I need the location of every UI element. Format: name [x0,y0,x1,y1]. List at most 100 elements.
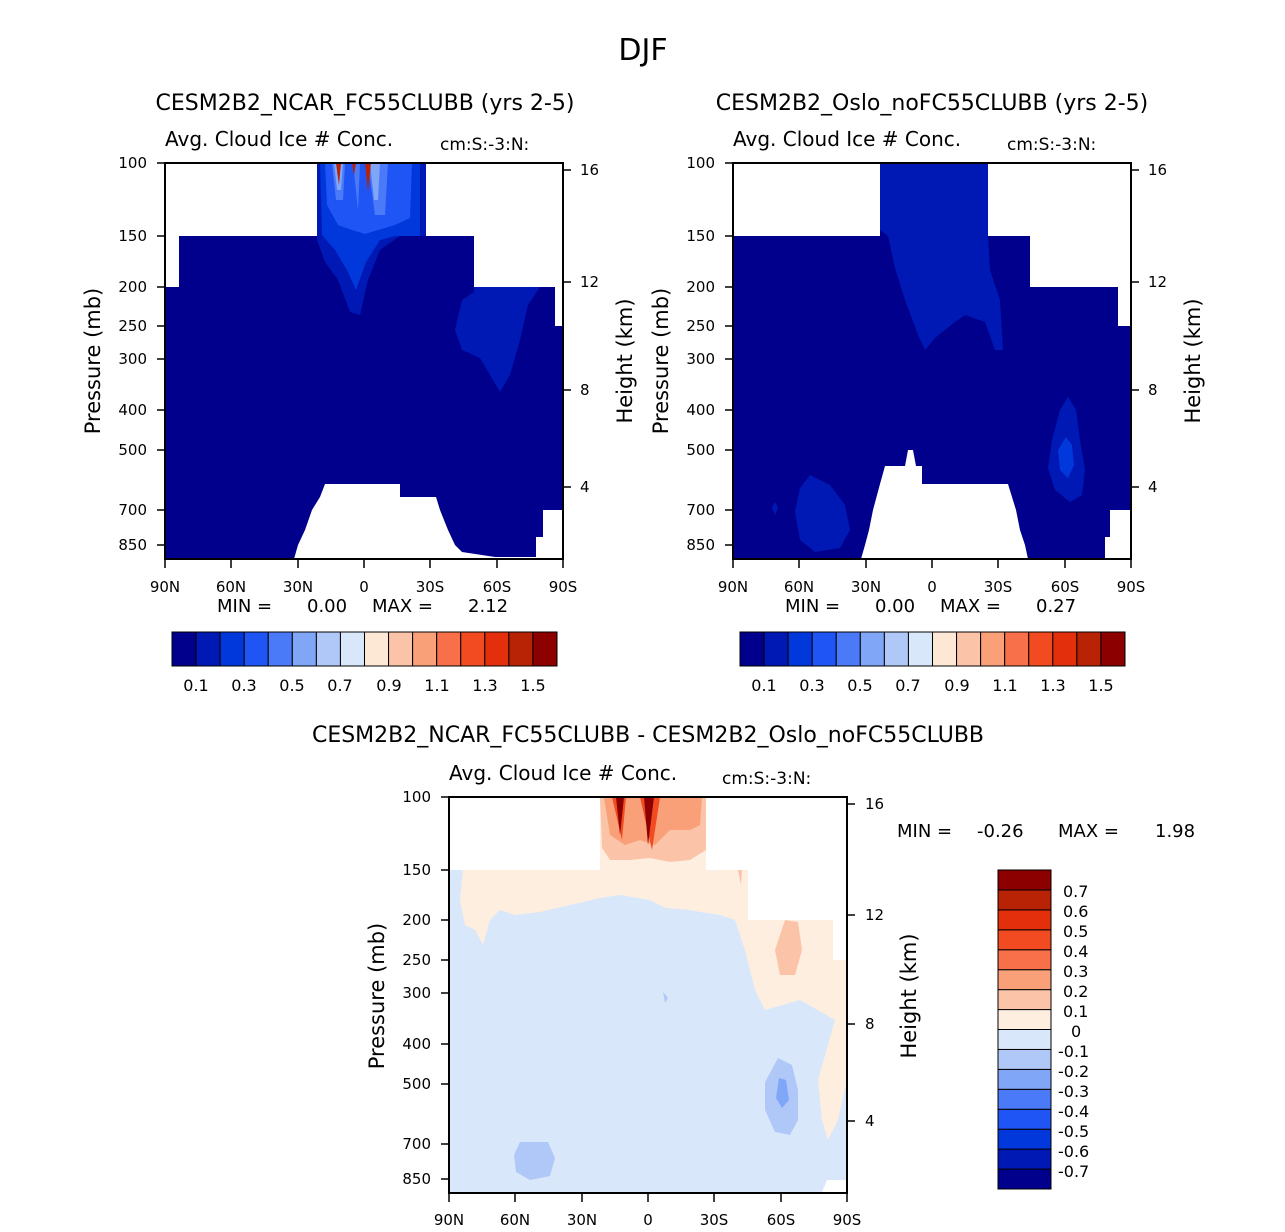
panel-left-units: cm:S:-3:N: [440,135,529,155]
colorbar-label: 0.1 [1063,1002,1088,1021]
colorbar-swatch [956,631,982,667]
panel-right-xticklabels: 90N 60N 30N 0 30S 60S 90S [718,578,1145,596]
right-region-south-core [1058,437,1074,478]
x-tick-label: 30S [984,578,1013,596]
y-tick-label: 300 [686,350,715,368]
colorbar-swatch [811,631,837,667]
colorbar-swatch [1076,631,1102,667]
panel-left-yticklabels: 100 150 200 250 300 400 500 700 850 [118,154,147,554]
stat-max-value: 0.27 [1036,596,1076,617]
stat-min-label: MIN = [217,596,272,617]
panel-left-title: CESM2B2_NCAR_FC55CLUBB (yrs 2-5) [156,91,575,116]
colorbar-label: 0.1 [183,676,208,695]
y-tick-label: 850 [402,1170,431,1188]
panel-diff-xticklabels: 90N 60N 30N 0 30S 60S 90S [434,1211,861,1229]
diff-region-max [616,797,654,845]
colorbar-swatch [997,909,1052,931]
panel-right: CESM2B2_Oslo_noFC55CLUBB (yrs 2-5) Avg. … [649,91,1205,695]
y2-tick-label: 16 [580,161,599,179]
colorbar-swatch [997,929,1052,951]
colorbar-label: 0.6 [1063,902,1088,921]
colorbar-swatch [907,631,933,667]
colorbar-label: 0.4 [1063,942,1088,961]
x-tick-label: 30N [851,578,881,596]
panel-diff-colorbar-labels: 0.7 0.6 0.5 0.4 0.3 0.2 0.1 0 -0.1 -0.2 … [1058,882,1089,1181]
stat-max-label: MAX = [372,596,433,617]
x-tick-label: 60S [767,1211,796,1229]
x-tick-label: 30S [700,1211,729,1229]
colorbar-swatch [997,889,1052,911]
left-region-min [165,163,563,559]
colorbar-label: 0.9 [376,676,401,695]
colorbar-swatch [219,631,245,667]
left-region-bin2-south [455,287,540,392]
panel-left-stats: MIN = 0.00 MAX = 2.12 [217,596,508,617]
colorbar-swatch [997,869,1052,891]
panel-diff-ticks [441,796,855,1202]
colorbar-swatch [997,1068,1052,1090]
panel-right-field [733,163,1131,559]
colorbar-label: 0.9 [944,676,969,695]
colorbar-label: 0.3 [231,676,256,695]
colorbar-swatch [997,1088,1052,1110]
colorbar-swatch [388,631,414,667]
panel-diff-yticklabels: 100 150 200 250 300 400 500 700 850 [402,788,431,1188]
panel-left-y2label: Height (km) [613,298,637,423]
y-tick-label: 400 [402,1035,431,1053]
colorbar-swatch [1028,631,1054,667]
y2-tick-label: 16 [865,795,884,813]
colorbar-swatch [508,631,534,667]
colorbar-swatch [739,631,765,667]
stat-min-value: 0.00 [307,596,347,617]
x-tick-label: 60N [216,578,246,596]
y2-tick-label: 4 [580,478,590,496]
stat-min-label: MIN = [897,821,952,842]
colorbar-label: -0.4 [1058,1102,1089,1121]
colorbar-swatch [859,631,885,667]
panel-right-subtitle: Avg. Cloud Ice # Conc. [733,127,961,151]
colorbar-label: 1.3 [1040,676,1065,695]
panel-diff-units: cm:S:-3:N: [722,769,811,789]
panel-left-xticklabels: 90N 60N 30N 0 30S 60S 90S [150,578,577,596]
colorbar-swatch [787,631,813,667]
y-tick-label: 400 [118,401,147,419]
panel-right-colorbar-labels: 0.1 0.3 0.5 0.7 0.9 1.1 1.3 1.5 [751,676,1113,695]
panel-diff-y2label: Height (km) [897,933,921,1058]
y-tick-label: 150 [402,861,431,879]
colorbar-label: -0.7 [1058,1162,1089,1181]
y-tick-label: 250 [686,317,715,335]
y-tick-label: 400 [686,401,715,419]
colorbar-swatch [364,631,390,667]
y-tick-label: 850 [686,536,715,554]
y-tick-label: 200 [686,278,715,296]
colorbar-swatch [1052,631,1078,667]
x-tick-label: 30N [567,1211,597,1229]
colorbar-label: 0.3 [799,676,824,695]
x-tick-label: 90N [718,578,748,596]
panel-diff-subtitle: Avg. Cloud Ice # Conc. [449,761,677,785]
colorbar-label: 0.5 [847,676,872,695]
y-tick-label: 700 [402,1135,431,1153]
colorbar-swatch [980,631,1006,667]
panel-difference: CESM2B2_NCAR_FC55CLUBB - CESM2B2_Oslo_no… [312,723,1195,1229]
colorbar-label: -0.6 [1058,1142,1089,1161]
x-tick-label: 30S [416,578,445,596]
colorbar-swatch [997,969,1052,991]
panel-left-colorbar [171,631,558,667]
colorbar-swatch [997,1108,1052,1130]
colorbar-swatch [997,1009,1052,1030]
x-tick-label: 60S [1051,578,1080,596]
x-tick-label: 60S [483,578,512,596]
x-tick-label: 0 [359,578,369,596]
y-tick-label: 150 [118,227,147,245]
colorbar-label: 1.5 [520,676,545,695]
colorbar-swatch [267,631,293,667]
colorbar-label: 0.5 [1063,922,1088,941]
stat-max-label: MAX = [940,596,1001,617]
y2-tick-label: 12 [1148,273,1167,291]
y-tick-label: 700 [686,501,715,519]
y-tick-label: 100 [686,154,715,172]
y2-tick-label: 8 [865,1015,875,1033]
y2-tick-label: 16 [1148,161,1167,179]
